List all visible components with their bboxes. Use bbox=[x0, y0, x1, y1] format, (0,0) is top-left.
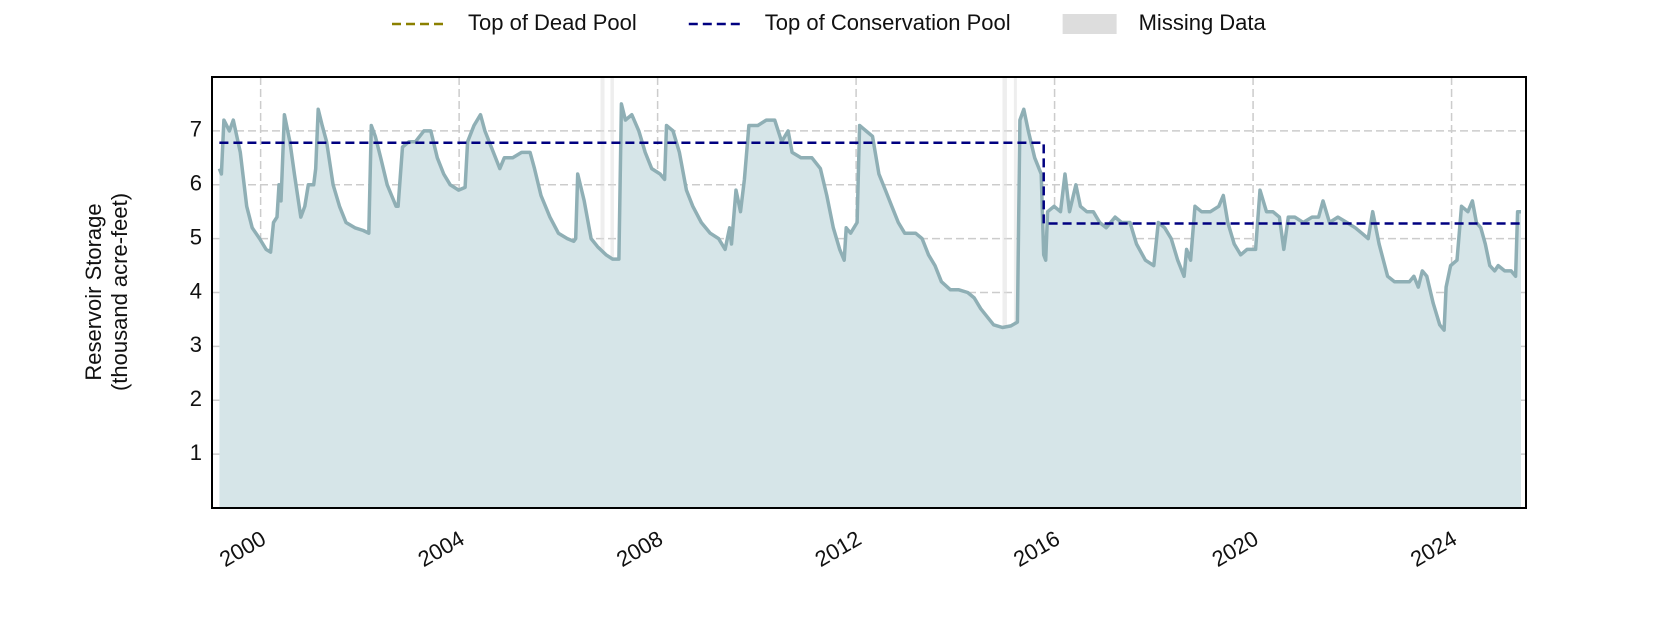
x-tick-label: 2012 bbox=[811, 526, 866, 572]
plot-area bbox=[212, 77, 1526, 508]
y-axis-label: Reservoir Storage(thousand acre-feet) bbox=[81, 193, 132, 391]
x-tick-label: 2016 bbox=[1009, 526, 1064, 572]
x-tick-label: 2008 bbox=[612, 526, 667, 572]
legend-label: Missing Data bbox=[1139, 10, 1267, 35]
y-tick-label: 7 bbox=[190, 117, 202, 142]
x-tick-label: 2024 bbox=[1406, 526, 1461, 572]
legend-label: Top of Dead Pool bbox=[468, 10, 637, 35]
missing-data-band bbox=[1013, 77, 1017, 508]
y-tick-label: 1 bbox=[190, 440, 202, 465]
legend-swatch bbox=[1062, 14, 1117, 34]
y-tick-label: 6 bbox=[190, 171, 202, 196]
y-tick-label: 4 bbox=[190, 278, 202, 303]
y-tick-label: 2 bbox=[190, 386, 202, 411]
pool-line bbox=[219, 141, 1521, 225]
storage-area bbox=[219, 103, 1521, 508]
storage-line bbox=[217, 102, 1521, 332]
x-tick-label: 2000 bbox=[215, 526, 270, 572]
plot-frame bbox=[211, 76, 1527, 509]
x-tick-label: 2020 bbox=[1208, 526, 1263, 572]
x-tick-label: 2004 bbox=[414, 526, 469, 572]
y-tick-label: 3 bbox=[190, 332, 202, 357]
legend-label: Top of Conservation Pool bbox=[765, 10, 1011, 35]
missing-data-band bbox=[1002, 77, 1007, 508]
y-tick-label: 5 bbox=[190, 224, 202, 249]
